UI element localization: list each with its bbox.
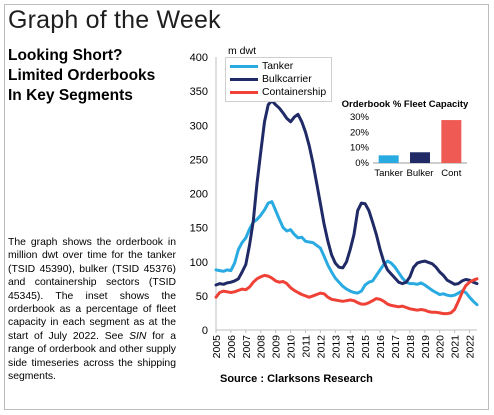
y-tick-label: 350 [190, 86, 208, 98]
x-tick-label: 2015 [360, 335, 372, 359]
y-tick-label: 400 [190, 52, 208, 64]
series-line-containership [214, 273, 479, 316]
x-tick-label: 2016 [375, 335, 387, 359]
legend-swatch [230, 91, 258, 94]
x-tick-label: 2019 [420, 335, 432, 359]
legend-label: Containership [262, 87, 327, 98]
y-tick-label: 150 [190, 223, 208, 235]
inset-y-tick-label: 10% [350, 143, 370, 154]
legend-swatch [230, 65, 258, 68]
series-line-bulkcarrier [214, 99, 479, 287]
y-tick-label: 0 [202, 325, 208, 337]
y-tick-label: 100 [190, 257, 208, 269]
source-note: Source : Clarksons Research [220, 373, 373, 385]
x-tick-label: 2018 [405, 335, 417, 359]
x-tick-label: 2017 [390, 335, 402, 359]
x-tick-label: 2014 [345, 335, 357, 359]
inset-bar-tanker [378, 155, 399, 163]
x-tick-label: 2020 [435, 335, 447, 359]
inset-y-tick-label: 30% [350, 112, 370, 123]
y-tick-label: 200 [190, 189, 208, 201]
subtitle-line: Looking Short? [8, 47, 123, 64]
figure-frame [4, 4, 489, 410]
inset-category-label: Cont [441, 168, 461, 179]
x-tick-label: 2005 [211, 335, 223, 359]
x-tick-label: 2007 [241, 335, 253, 359]
subtitle: Looking Short? Limited Orderbooks In Key… [8, 46, 183, 106]
description: The graph shows the orderbook in million… [8, 236, 176, 383]
legend-entry-tanker: Tanker [230, 60, 326, 73]
y-tick-label: 300 [190, 120, 208, 132]
legend-swatch [230, 78, 258, 81]
page-title: Graph of the Week [8, 6, 221, 34]
x-tick-label: 2013 [330, 335, 342, 359]
description-text-end: for a range of orderbook and other suppl… [8, 330, 176, 383]
inset-bar-chart: 0% 10% 20% 30% Tanker Bulker Cont [350, 112, 467, 179]
legend-label: Bulkcarrier [262, 74, 312, 85]
inset-bar-cont [441, 120, 462, 163]
subtitle-line: Limited Orderbooks [8, 67, 156, 84]
series-line-tanker [214, 200, 479, 307]
x-tick-label: 2006 [226, 335, 238, 359]
inset-chart: Orderbook % Fleet Capacity 0% 10% 20% 30% Ta… [335, 95, 475, 187]
y-tick-label: 50 [196, 291, 208, 303]
x-tick-label: 2010 [286, 335, 298, 359]
legend-entry-containership: Containership [230, 86, 326, 99]
x-tick-label: 2009 [271, 335, 283, 359]
x-tick-label: 2008 [256, 335, 268, 359]
x-tick-label: 2012 [315, 335, 327, 359]
inset-title: Orderbook % Fleet Capacity [341, 99, 469, 110]
x-tick-label: 2011 [300, 335, 312, 358]
inset-bar-bulker [410, 152, 430, 163]
subtitle-line: In Key Segments [8, 87, 133, 104]
inset-y-tick-label: 0% [355, 158, 369, 169]
chart-legend: Tanker Bulkcarrier Containership [225, 57, 333, 102]
x-tick-label: 2021 [450, 335, 462, 359]
y-tick-label: 250 [190, 154, 208, 166]
inset-category-label: Tanker [374, 168, 403, 179]
inset-y-tick-label: 20% [350, 127, 370, 138]
legend-entry-bulkcarrier: Bulkcarrier [230, 73, 326, 86]
description-text: The graph shows the orderbook in million… [8, 237, 176, 342]
description-emphasis: SIN [129, 330, 147, 342]
y-axis-unit-label: m dwt [228, 45, 256, 57]
legend-label: Tanker [262, 61, 294, 72]
inset-category-label: Bulker [407, 168, 434, 179]
x-tick-label: 2022 [465, 335, 477, 359]
